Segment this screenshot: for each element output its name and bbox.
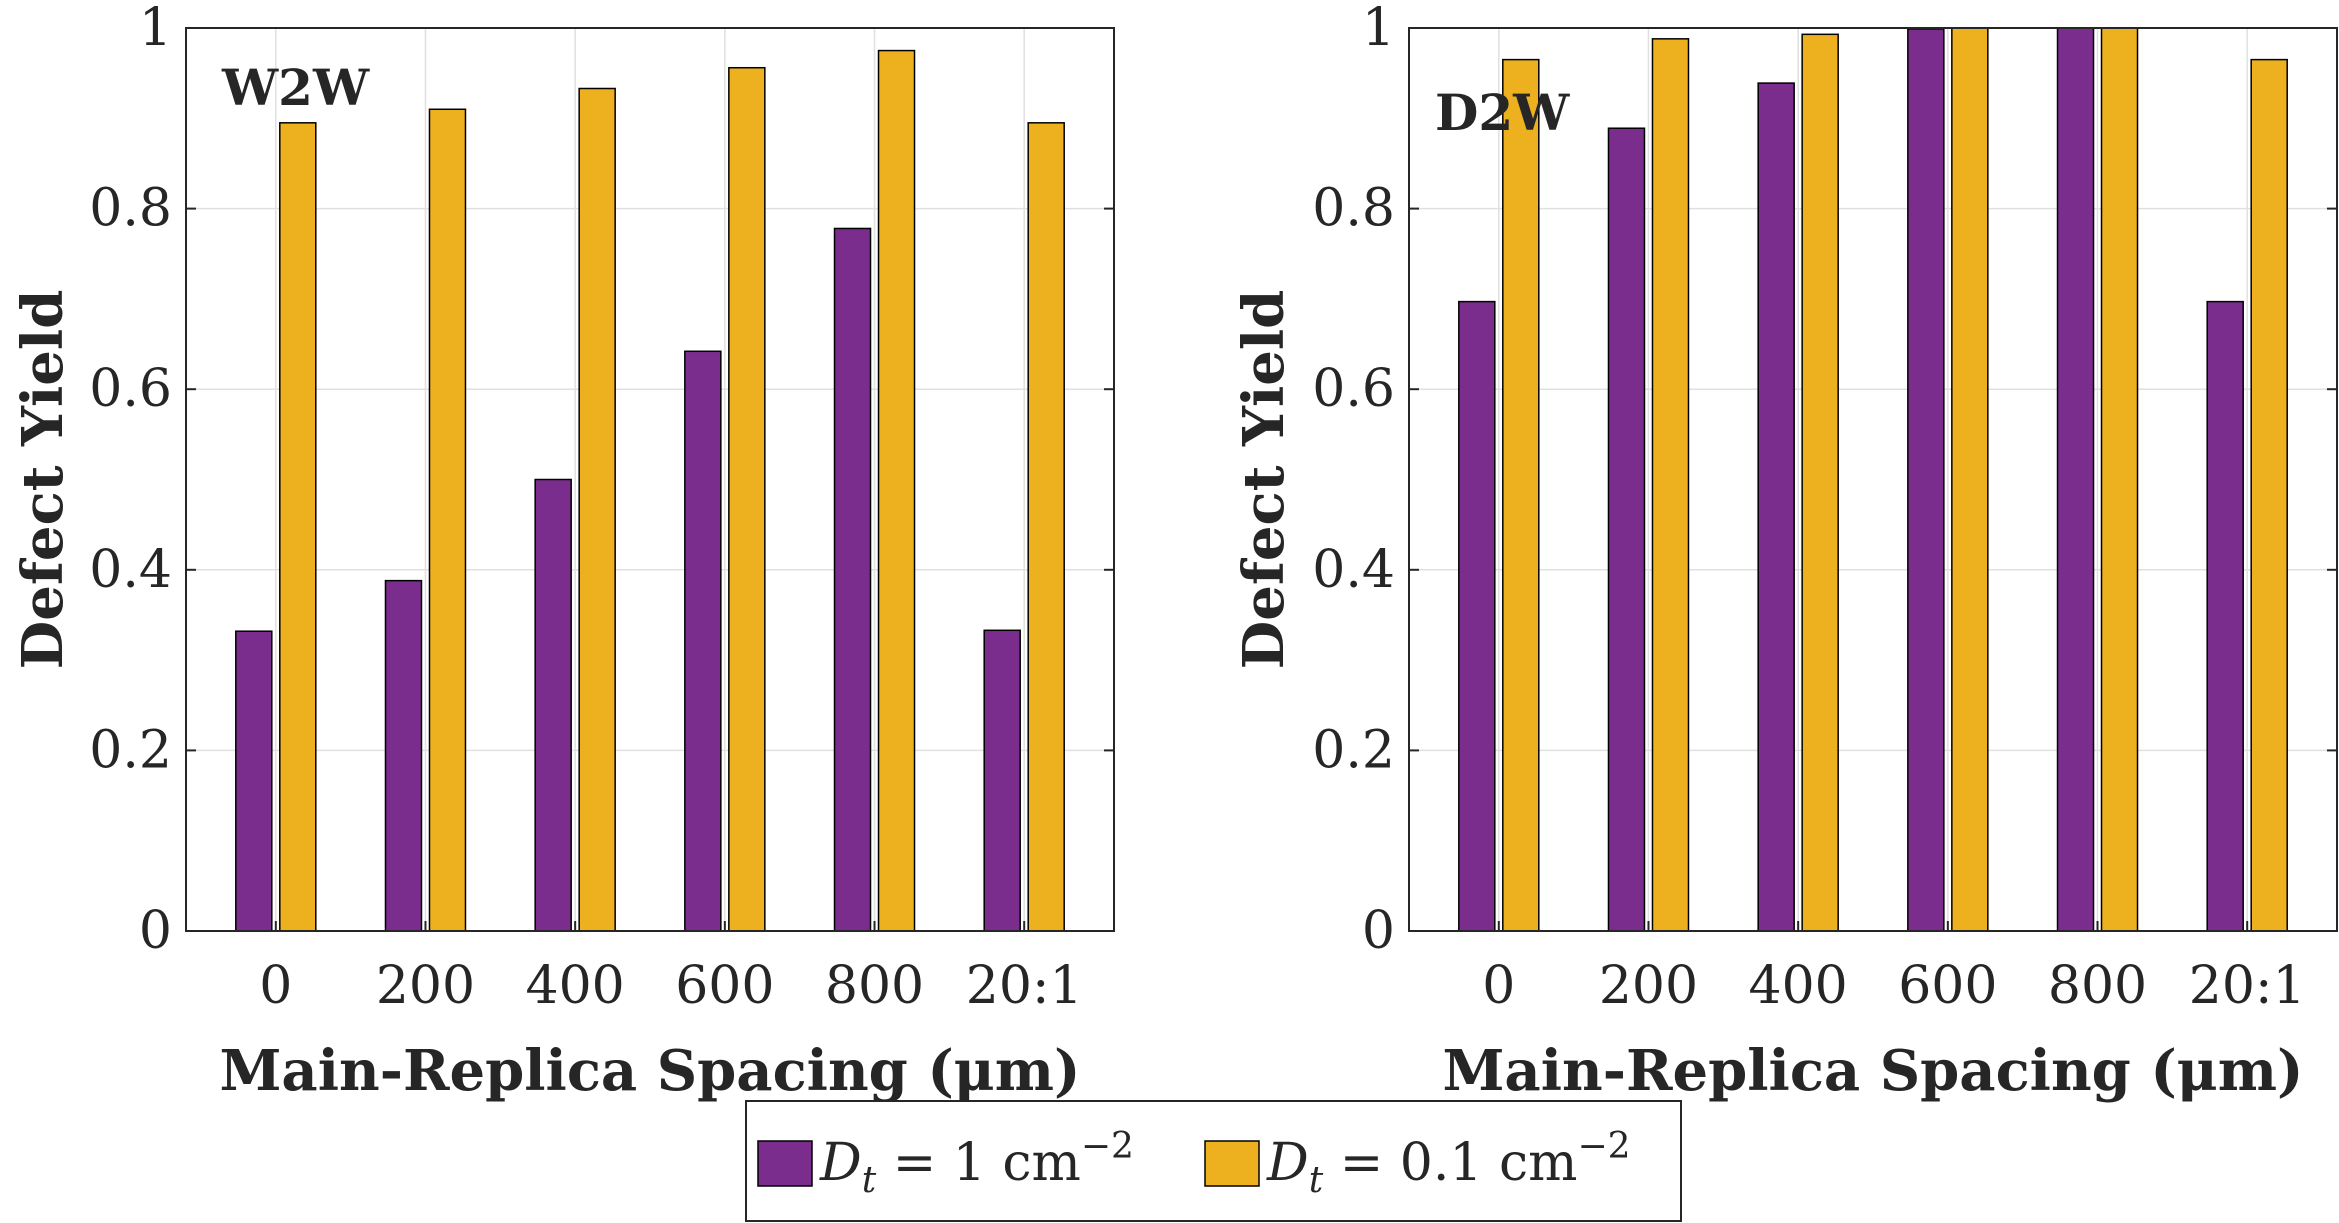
y-tick-label: 1 bbox=[139, 0, 172, 58]
y-axis-label: Defect Yield bbox=[1231, 290, 1297, 670]
x-tick-label: 600 bbox=[1898, 956, 1997, 1016]
x-axis-label: Main-Replica Spacing (μm) bbox=[219, 1038, 1080, 1104]
x-tick-label: 600 bbox=[675, 956, 774, 1016]
bar-dt-0-1-400 bbox=[578, 87, 616, 932]
axes-box bbox=[185, 27, 1115, 932]
panel-title: W2W bbox=[221, 58, 370, 117]
chart-panel-w2w: 0 0.2 0.4 0.6 0.8 1 0 200 400 600 800 20:1 Main-Repl… bbox=[10, 0, 1115, 1104]
legend-swatch-dt-0-1 bbox=[1204, 1140, 1260, 1187]
y-tick-label: 0 bbox=[1362, 901, 1395, 961]
y-tick-label: 0.2 bbox=[1312, 720, 1395, 780]
x-tick-label: 0 bbox=[1482, 956, 1515, 1016]
x-axis-label: Main-Replica Spacing (μm) bbox=[1442, 1038, 2303, 1104]
y-tick-label: 1 bbox=[1362, 0, 1395, 58]
bar-dt-1-600 bbox=[1907, 28, 1945, 932]
bar-dt-1-20:1 bbox=[2206, 300, 2244, 932]
y-tick-label: 0.4 bbox=[1312, 540, 1395, 600]
bar-dt-1-400 bbox=[534, 478, 572, 932]
x-tick-label: 200 bbox=[376, 956, 475, 1016]
chart-panel-d2w: 0 0.2 0.4 0.6 0.8 1 0 200 400 600 800 20:1 Main-Repl… bbox=[1231, 0, 2338, 1104]
x-tick-label: 800 bbox=[825, 956, 924, 1016]
legend-swatch-dt-1 bbox=[757, 1140, 813, 1187]
bar-dt-0-1-600 bbox=[1951, 27, 1989, 932]
y-tick-label: 0.8 bbox=[89, 179, 172, 239]
bar-dt-0-1-20:1 bbox=[2250, 58, 2288, 932]
x-tick-label: 400 bbox=[1749, 956, 1848, 1016]
bar-dt-0-1-800 bbox=[877, 49, 916, 932]
legend-label-dt-1: Dt = 1 cm−2 bbox=[819, 1126, 1134, 1201]
x-tick-label: 200 bbox=[1599, 956, 1698, 1016]
axes-box bbox=[1408, 27, 2338, 932]
bar-dt-1-200 bbox=[384, 579, 423, 932]
bar-dt-1-400 bbox=[1757, 82, 1795, 932]
panel-title: D2W bbox=[1435, 83, 1570, 142]
bar-dt-0-1-600 bbox=[728, 66, 766, 932]
bar-dt-0-1-0 bbox=[1502, 58, 1540, 932]
legend-label-dt-0-1: Dt = 0.1 cm−2 bbox=[1266, 1126, 1631, 1201]
y-tick-label: 0.6 bbox=[89, 359, 172, 419]
y-tick-label: 0.8 bbox=[1312, 179, 1395, 239]
bar-dt-1-0 bbox=[235, 630, 273, 932]
bar-dt-0-1-200 bbox=[428, 108, 467, 932]
y-tick-label: 0.6 bbox=[1312, 359, 1395, 419]
bar-dt-1-0 bbox=[1458, 300, 1496, 932]
x-tick-label: 20:1 bbox=[2189, 956, 2306, 1016]
bar-dt-0-1-800 bbox=[2100, 27, 2139, 932]
x-tick-label: 400 bbox=[526, 956, 625, 1016]
y-tick-label: 0.4 bbox=[89, 540, 172, 600]
bar-dt-1-600 bbox=[684, 350, 722, 932]
x-tick-label: 800 bbox=[2048, 956, 2147, 1016]
bar-dt-1-800 bbox=[2056, 27, 2095, 932]
legend: Dt = 1 cm−2 Dt = 0.1 cm−2 bbox=[745, 1100, 1682, 1222]
bar-dt-0-1-0 bbox=[279, 122, 317, 932]
bar-dt-0-1-200 bbox=[1651, 38, 1690, 932]
bar-dt-0-1-400 bbox=[1801, 33, 1839, 932]
y-tick-label: 0 bbox=[139, 901, 172, 961]
bar-dt-1-800 bbox=[833, 227, 872, 932]
bar-dt-1-200 bbox=[1607, 127, 1646, 932]
y-axis-label: Defect Yield bbox=[10, 290, 76, 670]
bar-dt-1-20:1 bbox=[983, 629, 1021, 932]
x-tick-label: 0 bbox=[259, 956, 292, 1016]
x-tick-label: 20:1 bbox=[966, 956, 1083, 1016]
bar-dt-0-1-20:1 bbox=[1027, 122, 1065, 932]
y-tick-label: 0.2 bbox=[89, 720, 172, 780]
